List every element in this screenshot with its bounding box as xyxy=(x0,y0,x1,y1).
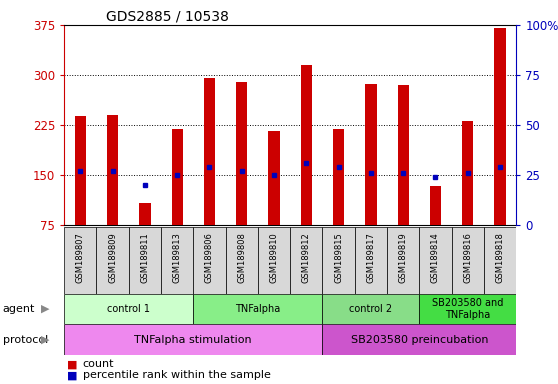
Bar xyxy=(193,227,225,294)
Text: GSM189817: GSM189817 xyxy=(367,232,376,283)
Text: percentile rank within the sample: percentile rank within the sample xyxy=(83,370,271,380)
Text: GSM189816: GSM189816 xyxy=(463,232,472,283)
Text: ■: ■ xyxy=(67,359,78,369)
Bar xyxy=(64,227,97,294)
Text: GSM189810: GSM189810 xyxy=(270,232,278,283)
Text: ▶: ▶ xyxy=(41,335,49,345)
Bar xyxy=(397,85,409,225)
Text: GSM189814: GSM189814 xyxy=(431,232,440,283)
Bar xyxy=(301,65,312,225)
Bar xyxy=(236,81,247,225)
Text: agent: agent xyxy=(3,304,35,314)
Text: ▶: ▶ xyxy=(41,304,49,314)
Bar xyxy=(451,227,484,294)
Text: GSM189806: GSM189806 xyxy=(205,232,214,283)
Bar xyxy=(129,227,161,294)
Text: count: count xyxy=(83,359,114,369)
Bar xyxy=(161,227,193,294)
Text: GSM189819: GSM189819 xyxy=(398,232,408,283)
Bar xyxy=(75,116,86,225)
Bar xyxy=(64,294,193,324)
Bar xyxy=(419,294,516,324)
Bar xyxy=(204,78,215,225)
Bar xyxy=(258,227,290,294)
Text: GSM189815: GSM189815 xyxy=(334,232,343,283)
Text: GSM189808: GSM189808 xyxy=(237,232,246,283)
Text: GSM189809: GSM189809 xyxy=(108,232,117,283)
Text: TNFalpha stimulation: TNFalpha stimulation xyxy=(134,335,252,345)
Text: GSM189811: GSM189811 xyxy=(141,232,150,283)
Text: control 2: control 2 xyxy=(349,304,392,314)
Bar xyxy=(323,324,516,355)
Bar xyxy=(193,294,323,324)
Text: GSM189807: GSM189807 xyxy=(76,232,85,283)
Bar xyxy=(140,204,151,225)
Text: protocol: protocol xyxy=(3,335,48,345)
Text: SB203580 and
TNFalpha: SB203580 and TNFalpha xyxy=(432,298,503,320)
Text: ■: ■ xyxy=(67,370,78,380)
Bar xyxy=(365,84,377,225)
Bar xyxy=(64,324,323,355)
Bar xyxy=(323,227,355,294)
Bar xyxy=(171,129,183,225)
Bar xyxy=(97,227,129,294)
Bar xyxy=(290,227,323,294)
Bar xyxy=(333,129,344,225)
Bar xyxy=(355,227,387,294)
Bar xyxy=(268,131,280,225)
Text: SB203580 preincubation: SB203580 preincubation xyxy=(350,335,488,345)
Text: control 1: control 1 xyxy=(107,304,150,314)
Bar xyxy=(107,115,118,225)
Text: GSM189812: GSM189812 xyxy=(302,232,311,283)
Bar xyxy=(430,186,441,225)
Bar xyxy=(462,121,473,225)
Bar xyxy=(484,227,516,294)
Text: GDS2885 / 10538: GDS2885 / 10538 xyxy=(106,10,229,23)
Bar xyxy=(494,28,506,225)
Bar xyxy=(323,294,419,324)
Bar xyxy=(419,227,451,294)
Bar xyxy=(387,227,419,294)
Text: GSM189818: GSM189818 xyxy=(496,232,504,283)
Text: TNFalpha: TNFalpha xyxy=(235,304,281,314)
Bar xyxy=(225,227,258,294)
Text: GSM189813: GSM189813 xyxy=(172,232,182,283)
